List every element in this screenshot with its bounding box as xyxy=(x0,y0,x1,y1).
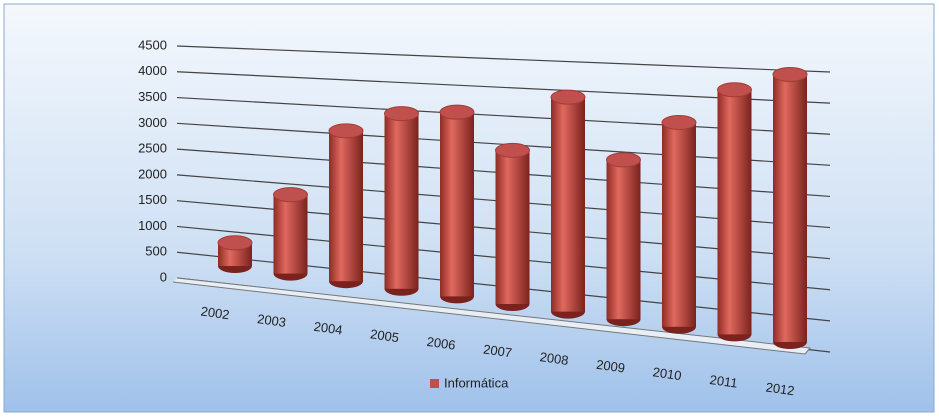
x-tick-label: 2007 xyxy=(482,342,513,361)
y-tick-label: 3000 xyxy=(138,115,167,130)
bar xyxy=(329,130,363,282)
y-tick-label: 1500 xyxy=(138,192,167,207)
x-tick-label: 2002 xyxy=(200,304,231,323)
y-tick-label: 1000 xyxy=(138,218,167,233)
bar xyxy=(384,113,419,289)
bar-cap xyxy=(439,104,475,120)
x-tick-label: 2005 xyxy=(369,326,400,345)
x-tick-label: 2003 xyxy=(256,311,287,330)
bar xyxy=(662,122,696,327)
bar xyxy=(717,89,752,335)
y-tick-label: 2500 xyxy=(138,141,167,156)
legend-swatch xyxy=(430,379,439,388)
x-tick-label: 2006 xyxy=(426,334,457,353)
bar-cap xyxy=(217,235,253,251)
bar xyxy=(773,74,807,342)
x-tick-label: 2011 xyxy=(709,372,739,391)
y-tick-label: 3500 xyxy=(138,89,167,104)
y-tick-label: 4500 xyxy=(138,37,167,52)
bar xyxy=(495,150,530,304)
grid-line xyxy=(176,45,831,73)
bar-cap xyxy=(328,123,364,139)
bar xyxy=(440,112,474,297)
x-tick-label: 2009 xyxy=(595,357,626,376)
x-tick-label: 2008 xyxy=(539,349,570,368)
y-tick-label: 2000 xyxy=(138,166,167,181)
x-tick-label: 2012 xyxy=(765,380,796,399)
bar xyxy=(606,159,641,320)
floor xyxy=(172,277,811,355)
bar xyxy=(551,97,585,312)
bar-cap xyxy=(384,106,419,122)
bar-cap xyxy=(550,89,586,105)
x-tick-label: 2010 xyxy=(652,364,683,383)
legend-label: Informática xyxy=(444,375,509,390)
bar-cap xyxy=(273,187,308,203)
bar xyxy=(273,194,308,274)
bar-cap xyxy=(495,142,530,158)
bar-cap xyxy=(717,82,752,98)
x-tick-label: 2004 xyxy=(313,319,344,338)
y-tick-label: 500 xyxy=(145,244,167,259)
bar-cap xyxy=(606,152,641,168)
bar-cap xyxy=(772,66,808,82)
y-tick-label: 4000 xyxy=(138,63,167,78)
bar-cap xyxy=(661,114,697,130)
y-tick-label: 0 xyxy=(160,269,167,284)
